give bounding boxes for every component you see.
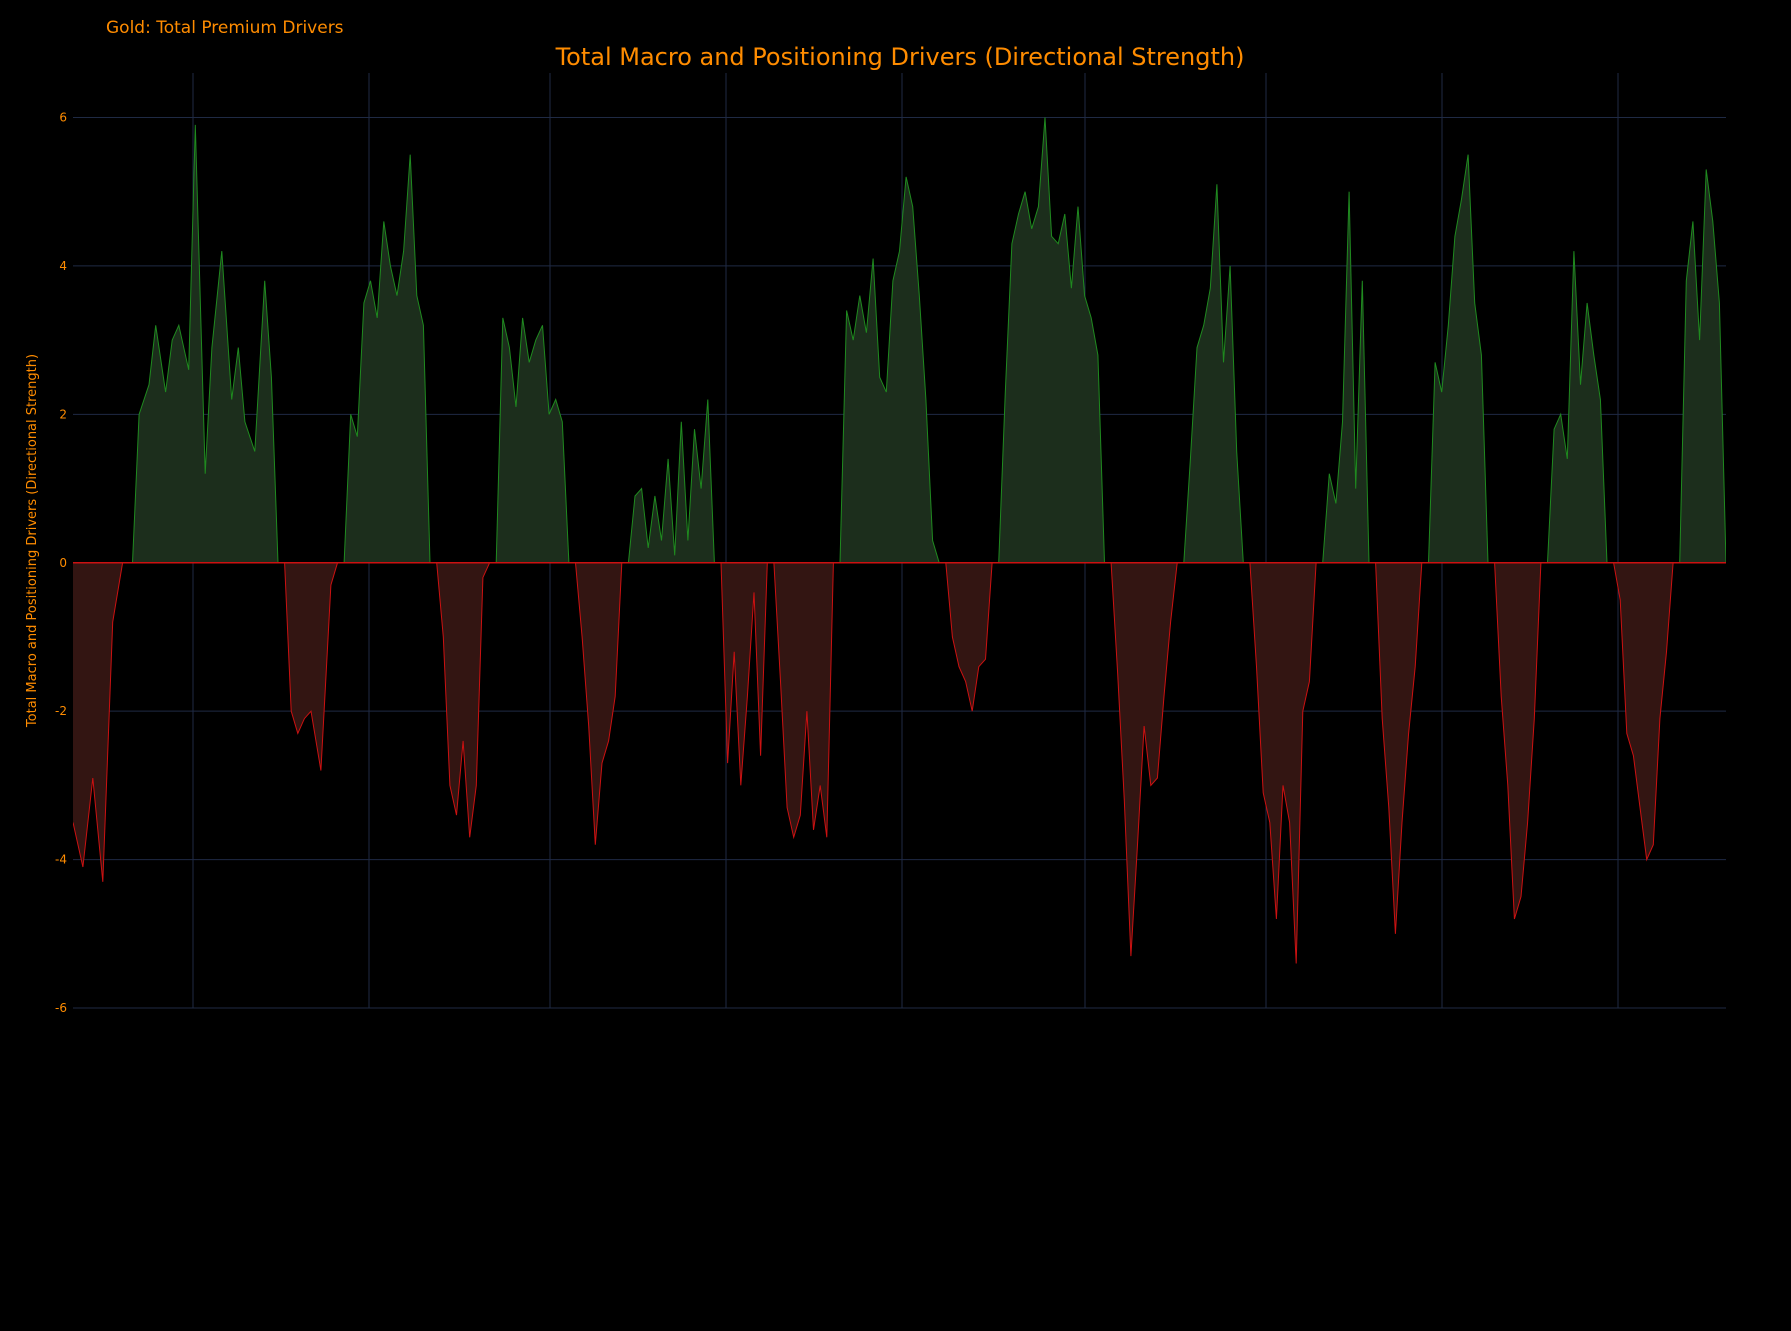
main-y-tick-label: -2 [55,704,67,718]
positive-strength-area [73,117,1726,563]
main-chart-plot: -6 -4 -2 0 2 4 6 Total Macro and Positioning Dr… [25,73,1726,1015]
main-y-tick-label: 4 [59,259,67,273]
main-y-tick-label: 6 [59,111,67,125]
page-label: Gold: Total Premium Drivers [106,18,344,38]
main-y-tick-label: -4 [55,853,67,867]
main-y-tick-label: 0 [59,556,67,570]
main-chart-title: Total Macro and Positioning Drivers (Dir… [555,43,1245,71]
main-y-axis-label: Total Macro and Positioning Drivers (Dir… [25,354,40,728]
positive-strength-line [122,117,1726,563]
main-y-tick-label: -6 [55,1001,67,1015]
negative-strength-area [73,562,1726,964]
main-y-tick-label: 2 [59,407,67,421]
